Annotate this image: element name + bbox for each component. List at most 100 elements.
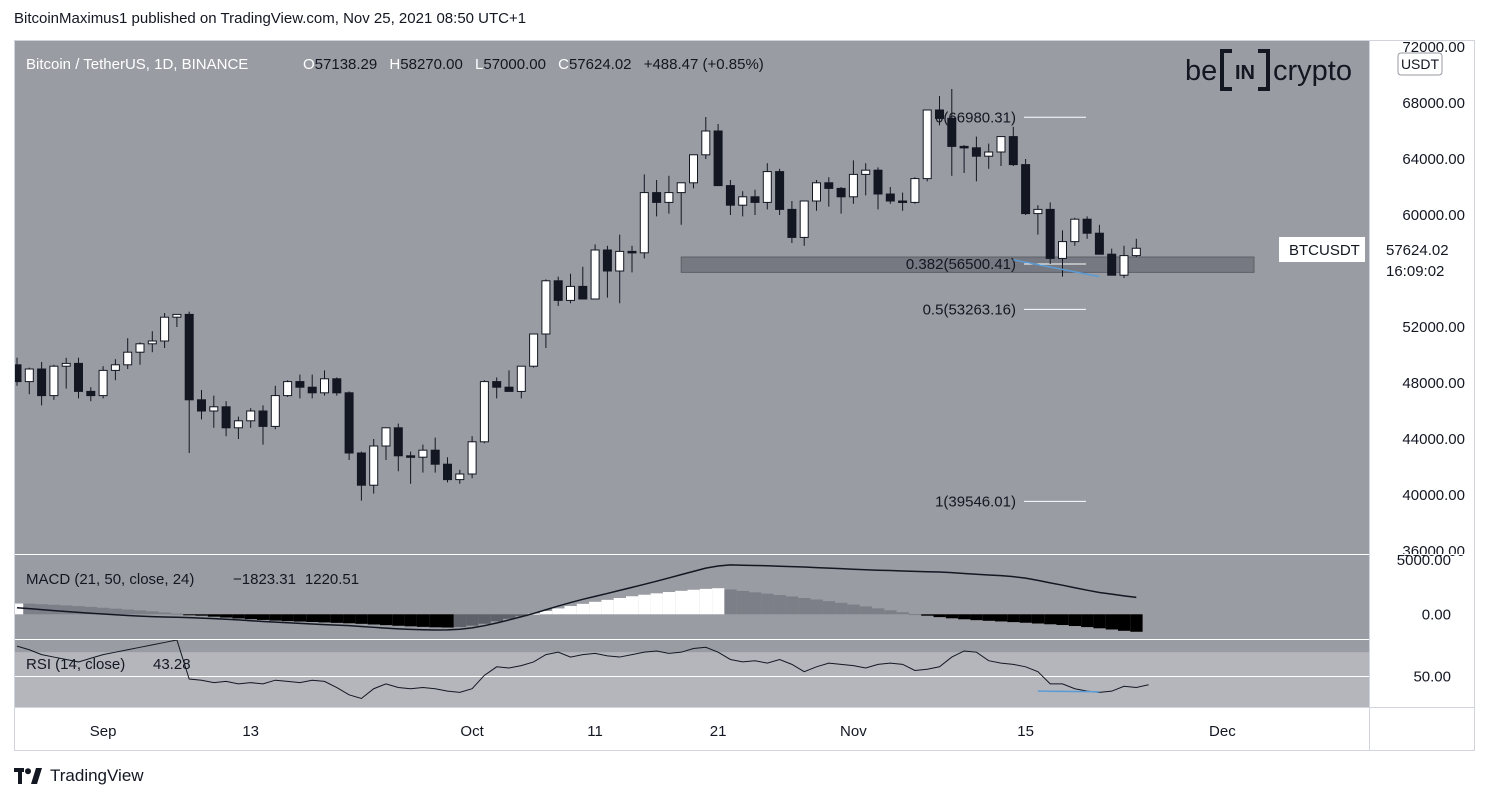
price-tick-label: 40000.00 [1402, 487, 1465, 504]
candle-body [86, 390, 96, 397]
candle-body [270, 395, 280, 427]
symbol-badge [1279, 237, 1365, 262]
candle-body [885, 193, 895, 202]
price-tick-label: 36000.00 [1402, 543, 1465, 560]
candle-body [996, 136, 1006, 153]
candle-body [344, 392, 354, 454]
candle-body [762, 171, 772, 203]
candle-body [221, 406, 231, 429]
candle-body [1082, 218, 1092, 234]
candle-body [504, 386, 514, 392]
candle-body [627, 250, 637, 254]
price-badge-countdown: 16:09:02 [1386, 263, 1444, 280]
candle-body [935, 109, 944, 119]
low-label: L [475, 56, 483, 73]
candle-body [172, 313, 182, 318]
macd-hist-bar [392, 614, 405, 626]
rsi-layer: 50.00 [14, 639, 1451, 700]
macd-hist-bar [453, 614, 467, 627]
macd-value-1: −1823.31 [233, 571, 296, 588]
macd-hist-bar [257, 614, 270, 620]
macd-hist-bar [982, 614, 995, 621]
macd-hist-bar [367, 614, 380, 625]
macd-hist-bar [945, 614, 959, 619]
macd-hist-bar [47, 604, 61, 615]
macd-hist-bar [933, 614, 946, 618]
candle-body [639, 192, 649, 254]
rsi-trend-line [1037, 690, 1100, 693]
logo-text-in: IN [1235, 62, 1255, 84]
candle-body [615, 250, 625, 272]
macd-hist-bar [490, 614, 503, 622]
candle-body [984, 151, 994, 157]
unit-badge[interactable] [1397, 52, 1443, 76]
macd-hist-bar [859, 606, 872, 615]
macd-hist-bar [515, 614, 528, 617]
macd-hist-bar [847, 604, 860, 615]
candle-body [1131, 247, 1141, 257]
candle-body [725, 185, 735, 206]
macd-hist-bar [749, 592, 762, 615]
macd-hist-bar [306, 614, 319, 622]
beincrypto-logo: be IN crypto [1185, 48, 1352, 92]
macd-hist-bar [244, 614, 257, 620]
candle-body [971, 147, 981, 157]
macd-hist-bar [576, 603, 590, 615]
macd-hist-bar [872, 608, 885, 615]
candle-body [233, 420, 243, 429]
candle-body [258, 410, 268, 427]
macd-hist-bar [134, 610, 147, 615]
macd-hist-bar [72, 606, 85, 615]
macd-hist-bar [60, 605, 73, 615]
rsi-line [16, 639, 1149, 700]
macd-hist-bar [724, 589, 737, 615]
macd-hist-bar [822, 601, 836, 615]
candle-body [848, 173, 858, 198]
macd-hist-bar [687, 589, 700, 615]
candle-body [922, 109, 932, 180]
price-pane[interactable] [14, 40, 1369, 554]
candle-body [516, 365, 526, 392]
candle-body [332, 378, 342, 394]
candle-body [553, 280, 563, 301]
candle-body [738, 196, 748, 206]
candle-body [652, 192, 662, 203]
macd-hist-bar [1007, 614, 1020, 623]
footer-brand: TradingView [50, 766, 144, 785]
macd-hist-bar [232, 614, 245, 619]
macd-hist-bar [281, 614, 294, 622]
macd-hist-bar [170, 613, 184, 615]
macd-hist-bar [995, 614, 1008, 622]
price-tick-label: 72000.00 [1402, 40, 1465, 56]
macd-hist-bar [466, 614, 479, 626]
macd-hist-bar [884, 610, 897, 615]
candle-body [246, 410, 256, 422]
candle-body [959, 145, 969, 149]
rsi-title: RSI (14, close) [26, 656, 125, 673]
price-badge-value: 57624.02 [1386, 242, 1449, 259]
ohlc-legend: O57138.29 H58270.00 L57000.00 C57624.02 … [303, 56, 764, 73]
chart-canvas[interactable]: 0(66980.31) 0.382(56500.41) 0.5(53263.16) 1… [14, 40, 1475, 751]
chart-frame[interactable]: 0(66980.31) 0.382(56500.41) 0.5(53263.16) 1… [14, 40, 1475, 751]
time-axis[interactable] [14, 708, 1369, 751]
candle-body [602, 249, 612, 272]
candle-body [750, 196, 760, 203]
candle-body [529, 333, 539, 367]
macd-hist-bar [1118, 614, 1131, 631]
unit-badge-label: USDT [1401, 56, 1440, 72]
price-tick-label: 48000.00 [1402, 375, 1465, 392]
macd-hist-bar [552, 608, 565, 615]
fib-level-label: 0.382(56500.41) [906, 256, 1016, 273]
macd-hist-bar [908, 614, 922, 616]
candle-body [418, 449, 428, 458]
candle-body [443, 463, 452, 481]
close-value: 57624.02 [569, 56, 632, 73]
price-axis[interactable] [1369, 40, 1475, 751]
candle-body [381, 427, 391, 447]
macd-hist-bar [1081, 614, 1094, 628]
candle-body [1021, 164, 1031, 215]
open-value: 57138.29 [315, 56, 378, 73]
candle-body [701, 130, 711, 156]
time-tick-label: 15 [1017, 723, 1034, 740]
macd-hist-bar [613, 598, 626, 615]
